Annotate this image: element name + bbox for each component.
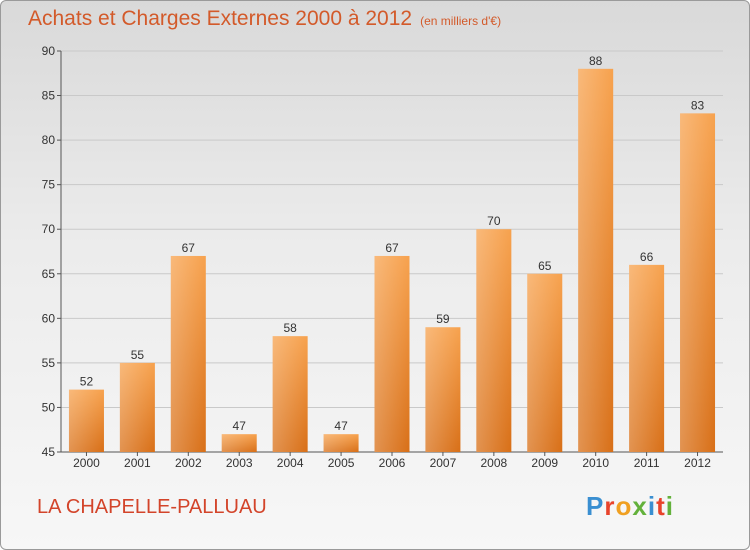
y-tick-label: 45 [42, 445, 56, 459]
x-tick-label: 2003 [226, 456, 253, 470]
x-tick-label: 2007 [430, 456, 457, 470]
value-label: 47 [334, 419, 348, 433]
bar-highlight [425, 327, 461, 452]
logo-letter: o [615, 491, 633, 521]
x-tick-label: 2008 [480, 456, 507, 470]
bar-highlight [119, 362, 155, 452]
x-tick-label: 2000 [73, 456, 100, 470]
logo-letter: t [656, 491, 666, 521]
bar-highlight [221, 434, 257, 452]
value-label: 47 [233, 419, 247, 433]
logo-letter: P [586, 491, 605, 521]
proxiti-logo[interactable]: Proxiti [586, 491, 674, 522]
bar-highlight [374, 255, 410, 452]
x-tick-label: 2004 [277, 456, 304, 470]
commune-name: LA CHAPELLE-PALLUAU [37, 496, 267, 518]
chart-title: Achats et Charges Externes 2000 à 2012 [28, 7, 413, 30]
title-row: Achats et Charges Externes 2000 à 2012 (e… [28, 7, 501, 31]
bar-highlight [476, 229, 512, 452]
bar-highlight [629, 264, 665, 452]
y-tick-label: 60 [42, 311, 56, 325]
value-label: 58 [283, 321, 297, 335]
x-tick-label: 2001 [124, 456, 151, 470]
logo-letter: x [632, 491, 648, 521]
bar-highlight [272, 336, 308, 452]
value-label: 59 [436, 312, 450, 326]
x-tick-label: 2010 [582, 456, 609, 470]
bar-highlight [527, 273, 563, 452]
value-label: 67 [182, 241, 196, 255]
value-label: 67 [385, 241, 399, 255]
value-label: 55 [131, 348, 145, 362]
x-tick-label: 2005 [328, 456, 355, 470]
value-label: 66 [640, 250, 654, 264]
x-tick-label: 2006 [379, 456, 406, 470]
chart-subtitle: (en milliers d'€) [420, 14, 502, 28]
value-label: 83 [691, 98, 705, 112]
x-tick-label: 2009 [531, 456, 558, 470]
logo-letter: i [647, 491, 657, 521]
y-tick-label: 50 [42, 400, 56, 414]
y-tick-label: 55 [42, 356, 56, 370]
bar-highlight [578, 68, 614, 453]
bar-highlight [680, 113, 716, 452]
y-tick-label: 65 [42, 267, 56, 281]
value-label: 52 [80, 375, 94, 389]
label-layer: 52 2000 55 2001 67 2002 47 2003 58 2004 47 2005 67 20… [73, 54, 711, 470]
x-tick-label: 2012 [684, 456, 711, 470]
value-label: 70 [487, 214, 501, 228]
y-tick-label: 85 [42, 89, 56, 103]
y-tick-label: 90 [42, 44, 56, 58]
value-label: 88 [589, 54, 603, 68]
value-label: 65 [538, 259, 552, 273]
logo-letter: r [604, 491, 616, 521]
bar-highlight [323, 434, 359, 452]
bar-highlight [170, 255, 206, 452]
x-tick-label: 2002 [175, 456, 202, 470]
bar-highlight [68, 389, 104, 452]
x-tick-label: 2011 [634, 456, 660, 470]
y-tick-label: 80 [42, 133, 56, 147]
logo-letter: i [665, 491, 674, 521]
bar-layer [68, 68, 716, 453]
y-tick-label: 70 [42, 222, 56, 236]
y-tick-label: 75 [42, 178, 56, 192]
